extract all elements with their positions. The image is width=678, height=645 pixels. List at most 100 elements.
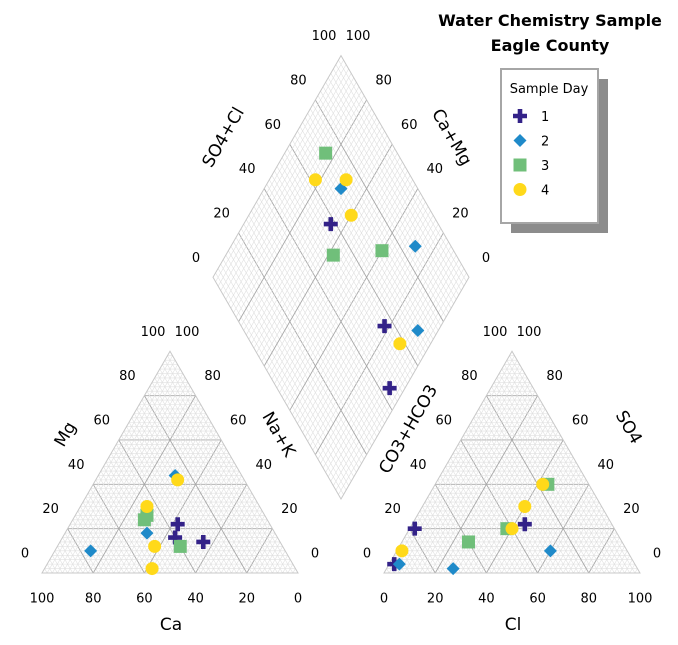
diamond-grid-line bbox=[217, 64, 347, 287]
diamond-grid-line bbox=[333, 68, 462, 291]
diamond-point-day-2 bbox=[411, 324, 425, 338]
cation-triangle-grid-line bbox=[98, 399, 199, 574]
anion-point-day-3 bbox=[461, 535, 475, 549]
diamond-grid-line bbox=[246, 113, 375, 336]
diamond-grid-line bbox=[253, 126, 383, 349]
diamond-grid-line bbox=[320, 90, 449, 313]
cation-triangle-grid-line bbox=[90, 488, 140, 574]
anion-right-tick-label: 40 bbox=[598, 458, 615, 473]
anion-triangle-grid-line bbox=[406, 532, 431, 574]
cation-triangle-grid-line bbox=[220, 506, 260, 574]
cation-triangle-grid-line bbox=[231, 515, 265, 574]
cation-bottom-tick-label: 40 bbox=[187, 592, 204, 607]
anion-triangle-grid-line bbox=[593, 532, 618, 574]
cation-triangle-grid-line bbox=[136, 408, 232, 574]
chart-title: Water Chemistry Sample Eagle County bbox=[438, 11, 662, 55]
legend-items: 1 2 3 4 bbox=[513, 109, 549, 199]
diamond-upper-right-tick-label: 20 bbox=[452, 206, 469, 221]
anion-triangle-grid-line bbox=[634, 568, 638, 574]
diamond-grid-line bbox=[279, 161, 408, 384]
diamond-grid-line bbox=[269, 152, 398, 375]
legend-marker-day-4 bbox=[513, 183, 527, 196]
cation-triangle-grid-line bbox=[62, 368, 181, 574]
anion-left-tick-label: 60 bbox=[436, 413, 453, 428]
diamond-point-day-1 bbox=[377, 319, 392, 334]
anion-bottom-tick-label: 80 bbox=[581, 592, 598, 607]
cation-triangle-grid-line bbox=[115, 444, 191, 574]
cation-triangle-grid-line bbox=[75, 515, 109, 574]
anion-triangle-grid-line bbox=[498, 373, 615, 574]
anion-triangle-grid-line bbox=[511, 461, 577, 574]
diamond-grid-line bbox=[228, 82, 357, 305]
anion-point-day-4 bbox=[505, 522, 519, 536]
diamond-grid-line bbox=[284, 152, 413, 375]
anion-point-day-4 bbox=[395, 544, 409, 558]
cation-triangle-grid-line bbox=[69, 524, 99, 574]
anion-left-tick-label: 0 bbox=[363, 547, 371, 562]
cation-triangle-grid-line bbox=[241, 524, 271, 574]
cation-left-tick-label: 80 bbox=[119, 369, 136, 384]
cation-bottom-tick-label: 0 bbox=[294, 592, 302, 607]
cation-triangle-grid-line bbox=[87, 391, 194, 574]
legend-marker-day-3 bbox=[513, 158, 527, 172]
anion-triangle-outline bbox=[383, 350, 641, 574]
anion-triangle-grid-line bbox=[478, 408, 574, 574]
cation-right-tick-label: 80 bbox=[204, 369, 221, 384]
anion-left-tick-label: 40 bbox=[410, 458, 427, 473]
cation-point-day-2 bbox=[84, 544, 98, 558]
legend-marker-day-2 bbox=[513, 134, 527, 147]
legend-label-day-4: 4 bbox=[541, 184, 549, 199]
cation-triangle-grid-line bbox=[282, 559, 291, 574]
diamond-point-day-2 bbox=[408, 239, 422, 253]
cation-point-day-4 bbox=[140, 499, 154, 513]
diamond-point-day-1 bbox=[323, 217, 338, 232]
cation-triangle-grid-line bbox=[85, 497, 130, 574]
cation-triangle-grid-line bbox=[151, 382, 263, 574]
diamond-upper-right-tick-label: 100 bbox=[346, 29, 371, 44]
cation-triangle-grid-line bbox=[121, 435, 201, 574]
anion-triangle-grid-line bbox=[460, 417, 551, 574]
anion-bottom-tick-label: 40 bbox=[478, 592, 495, 607]
anion-point-day-2 bbox=[543, 544, 557, 558]
cation-triangle-grid-line bbox=[149, 444, 225, 574]
diamond-grid-line bbox=[338, 59, 467, 282]
diamond-grid-line bbox=[230, 86, 360, 309]
cation-point-day-1 bbox=[170, 517, 185, 532]
cation-right-tick-label: 100 bbox=[175, 325, 200, 340]
diamond-upper-left-tick-label: 40 bbox=[239, 162, 256, 177]
cation-triangle-grid-line bbox=[167, 355, 294, 574]
anion-triangle-grid-line bbox=[440, 399, 541, 574]
anion-triangle-grid-line bbox=[542, 488, 592, 574]
anion-bottom-tick-label: 0 bbox=[380, 592, 388, 607]
anion-triangle-grid-line bbox=[624, 559, 633, 574]
diamond-upper-right-tick-label: 40 bbox=[427, 162, 444, 177]
anion-right-tick-label: 60 bbox=[572, 413, 589, 428]
anion-point-day-1 bbox=[517, 517, 532, 532]
anion-triangle-grid-line bbox=[573, 515, 607, 574]
cation-triangle-grid-line bbox=[141, 399, 242, 574]
chart-title-line-1: Water Chemistry Sample bbox=[438, 11, 662, 30]
cation-triangle-grid-line bbox=[46, 355, 173, 574]
diamond-grid-line bbox=[327, 77, 457, 300]
cation-left-tick-label: 60 bbox=[94, 413, 111, 428]
axis-label-ca: Ca bbox=[160, 615, 182, 635]
anion-point-day-4 bbox=[518, 499, 532, 513]
anion-triangle-grid-line bbox=[562, 506, 602, 574]
cation-left-tick-label: 40 bbox=[68, 458, 85, 473]
diamond-grid-line bbox=[276, 166, 406, 389]
cation-triangle-grid-line bbox=[154, 377, 268, 574]
anion-triangle-grid-line bbox=[388, 355, 515, 574]
cation-triangle-grid-line bbox=[103, 404, 201, 574]
anion-triangle-grid-line bbox=[386, 568, 390, 574]
anion-triangle-grid-line bbox=[409, 373, 526, 574]
cation-triangle-grid-line bbox=[51, 360, 176, 574]
diamond-grid-line bbox=[299, 126, 429, 349]
cation-point-day-4 bbox=[148, 539, 162, 553]
anion-triangle-grid-line bbox=[470, 422, 559, 574]
anion-bottom-tick-label: 20 bbox=[427, 592, 444, 607]
anion-triangle-grid-line bbox=[614, 550, 628, 574]
axis-label-so4-cl: SO4+Cl bbox=[199, 104, 249, 171]
cation-point-day-3 bbox=[173, 539, 187, 553]
diamond-point-day-3 bbox=[319, 146, 333, 160]
